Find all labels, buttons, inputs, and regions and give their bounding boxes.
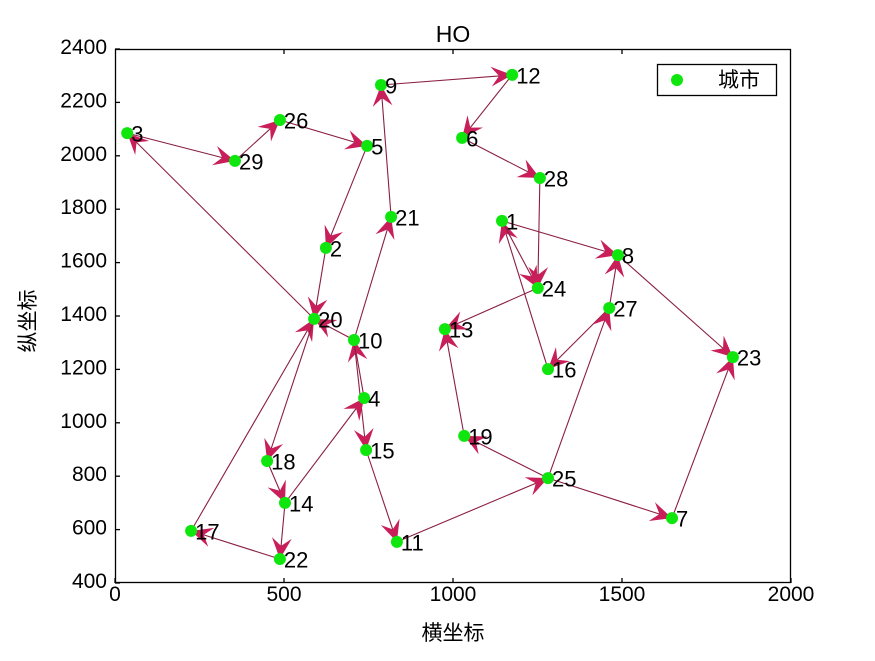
svg-text:1800: 1800: [60, 196, 107, 219]
svg-text:21: 21: [395, 205, 419, 230]
svg-text:0: 0: [109, 583, 121, 606]
svg-text:11: 11: [401, 530, 424, 555]
svg-text:2000: 2000: [768, 583, 815, 606]
svg-text:600: 600: [72, 517, 107, 540]
svg-text:2400: 2400: [60, 36, 107, 59]
svg-text:15: 15: [370, 439, 394, 464]
svg-text:HO: HO: [436, 21, 471, 47]
svg-text:24: 24: [542, 277, 566, 302]
svg-text:16: 16: [552, 358, 576, 383]
svg-text:17: 17: [195, 519, 219, 544]
svg-text:14: 14: [289, 491, 313, 516]
svg-text:400: 400: [72, 570, 107, 593]
svg-text:城市: 城市: [718, 69, 760, 92]
svg-text:18: 18: [271, 450, 295, 475]
svg-text:23: 23: [737, 346, 761, 371]
svg-text:1500: 1500: [599, 583, 646, 606]
svg-text:13: 13: [449, 318, 473, 343]
svg-text:9: 9: [385, 74, 397, 99]
svg-text:19: 19: [468, 424, 492, 449]
svg-text:2: 2: [330, 236, 342, 261]
svg-text:1000: 1000: [430, 583, 477, 606]
svg-text:1200: 1200: [60, 356, 107, 379]
svg-text:10: 10: [358, 329, 382, 354]
svg-text:纵坐标: 纵坐标: [17, 290, 40, 353]
svg-text:27: 27: [613, 297, 637, 322]
svg-text:7: 7: [676, 507, 688, 532]
svg-text:1400: 1400: [60, 303, 107, 326]
svg-text:20: 20: [318, 307, 342, 332]
svg-text:2000: 2000: [60, 143, 107, 166]
svg-text:1600: 1600: [60, 250, 107, 273]
svg-text:29: 29: [239, 149, 263, 174]
svg-text:4: 4: [368, 387, 380, 412]
svg-text:1000: 1000: [60, 410, 107, 433]
svg-text:5: 5: [371, 134, 383, 159]
svg-text:横坐标: 横坐标: [422, 622, 485, 645]
svg-text:8: 8: [622, 244, 634, 269]
svg-text:500: 500: [266, 583, 301, 606]
svg-text:12: 12: [516, 63, 540, 88]
svg-text:25: 25: [552, 467, 576, 492]
svg-text:6: 6: [466, 126, 478, 151]
svg-text:2200: 2200: [60, 89, 107, 112]
svg-text:28: 28: [544, 167, 568, 192]
svg-text:800: 800: [72, 463, 107, 486]
svg-text:1: 1: [506, 209, 518, 234]
svg-text:22: 22: [284, 548, 308, 573]
svg-text:26: 26: [284, 109, 308, 134]
svg-text:3: 3: [131, 122, 143, 147]
